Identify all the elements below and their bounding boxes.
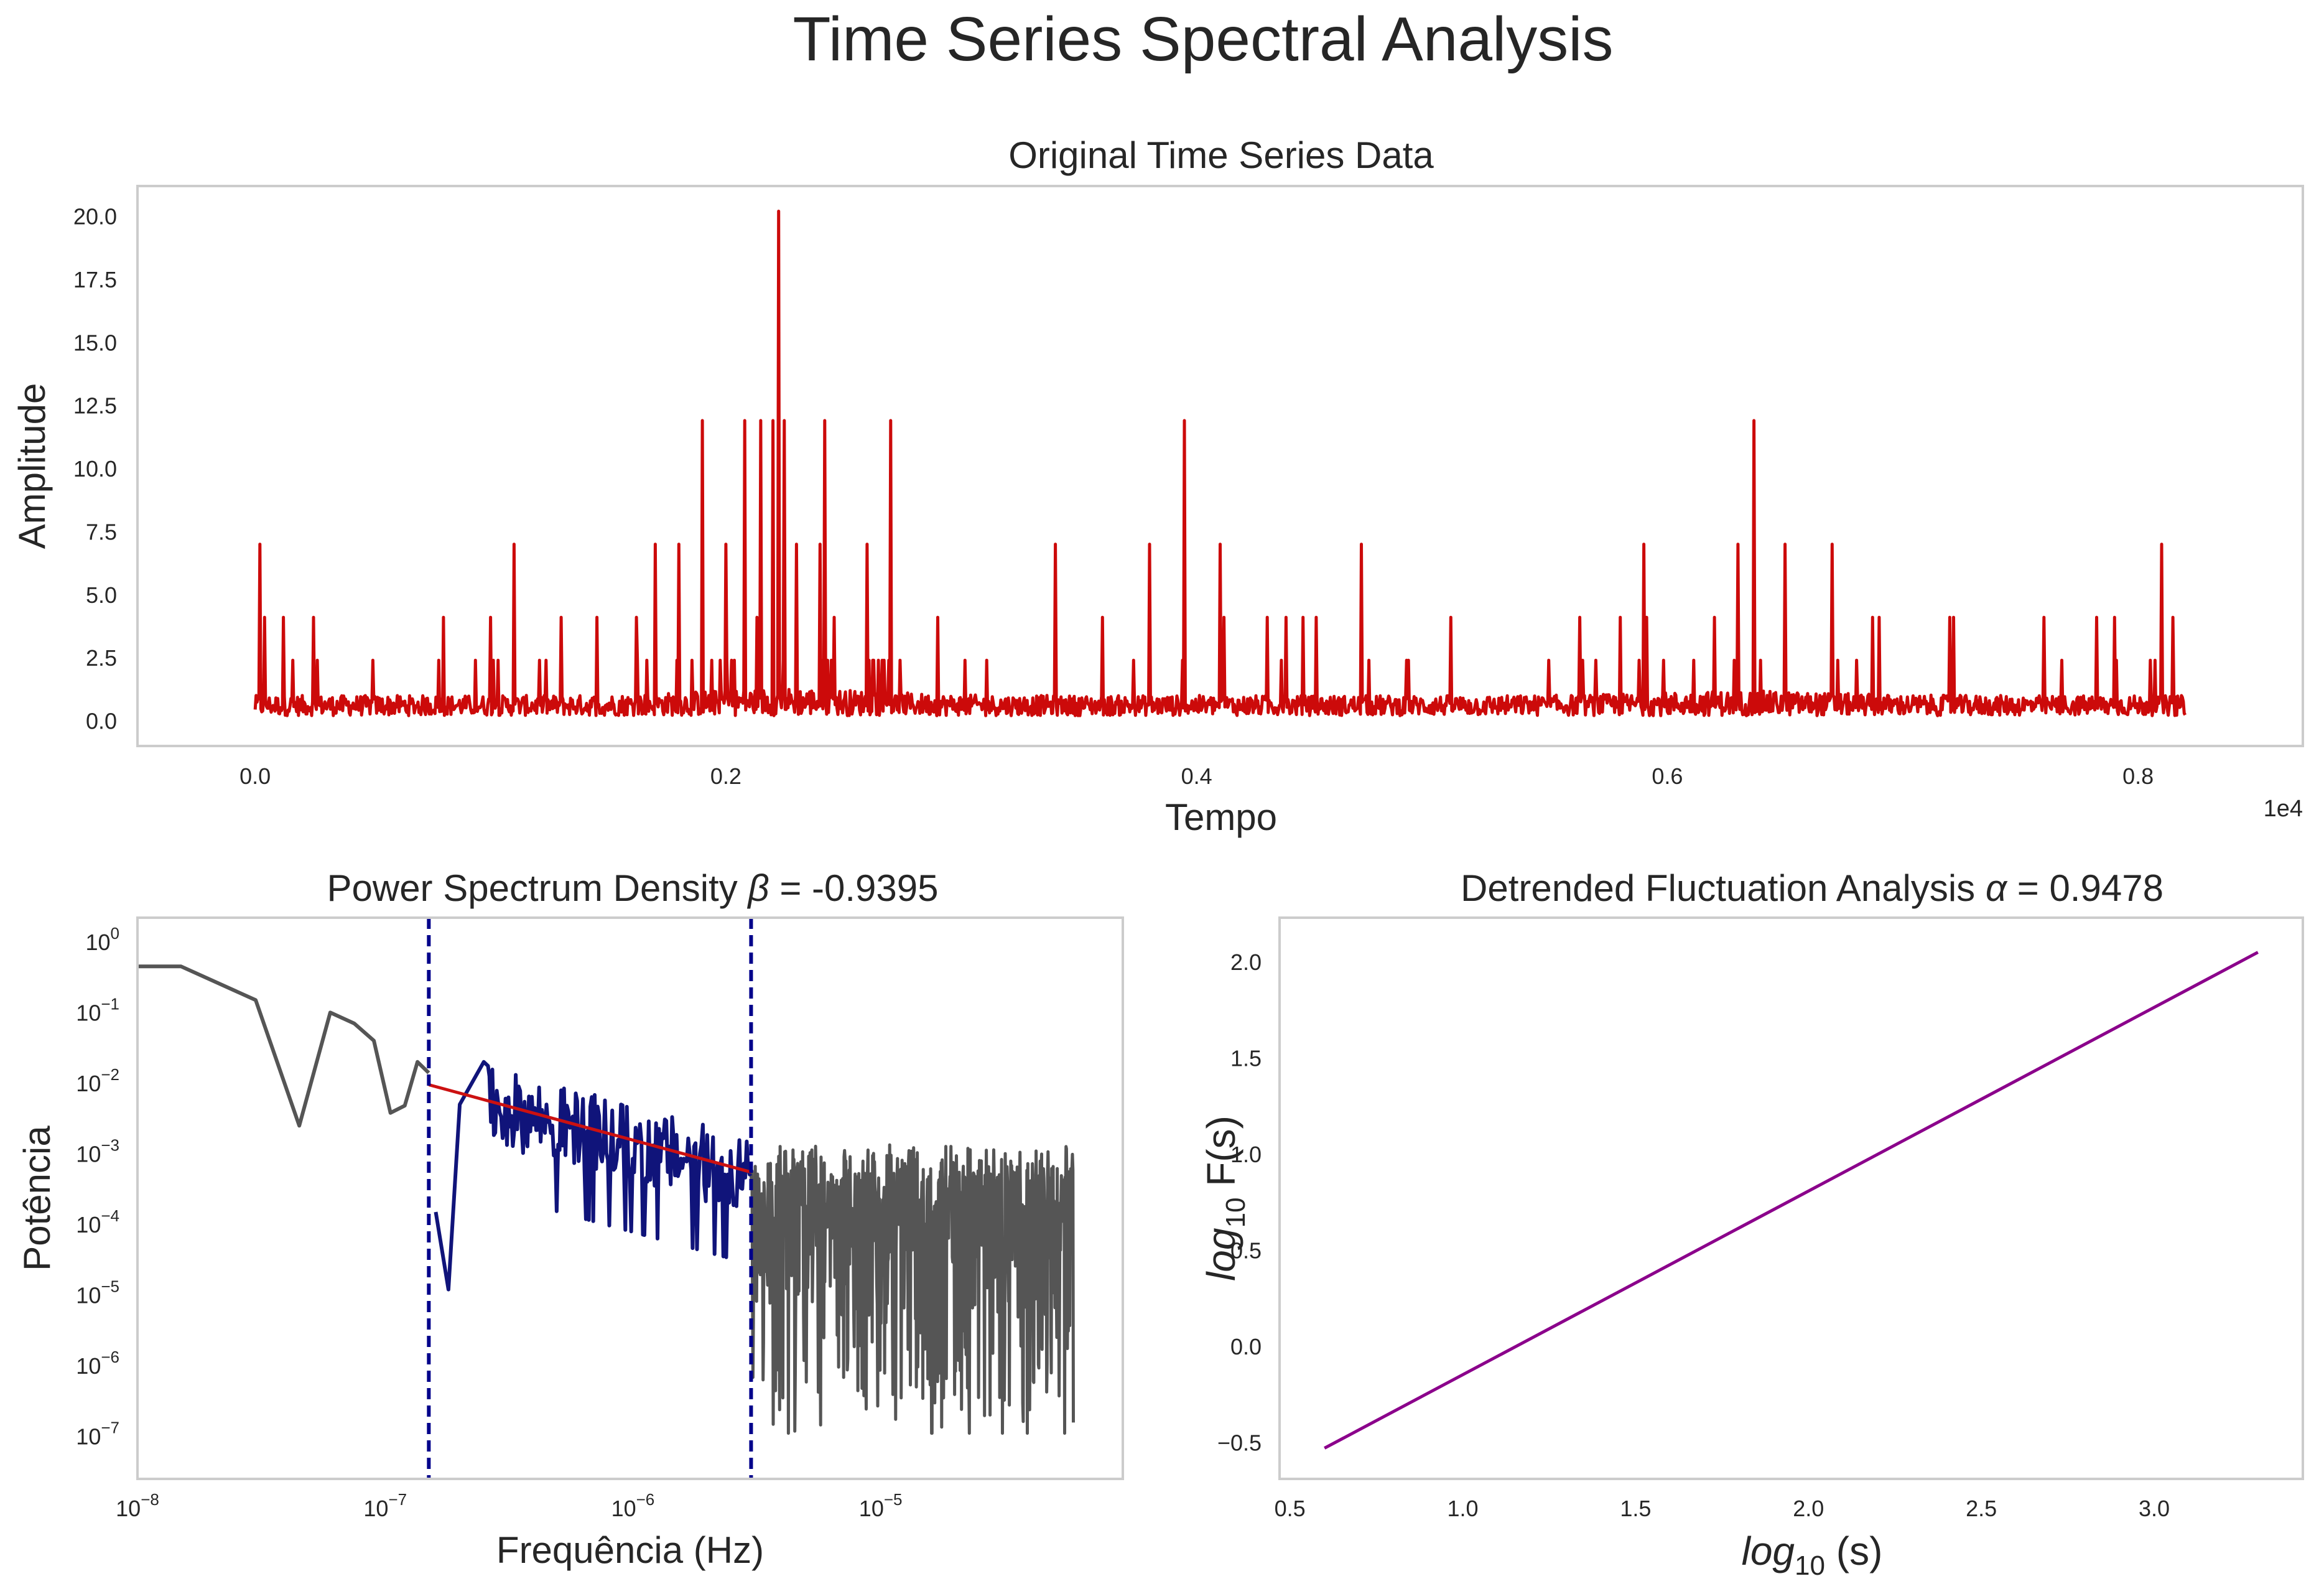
dfa-y-tick-label: 0.5 bbox=[1230, 1237, 1262, 1263]
dfa-x-label-sub: 10 bbox=[1795, 1550, 1825, 1581]
timeseries-line bbox=[253, 210, 2187, 717]
timeseries-y-tick-label: 20.0 bbox=[73, 204, 117, 230]
psd-y-tick-label: 10−5 bbox=[76, 1277, 119, 1308]
dfa-y-tick-label: 1.0 bbox=[1230, 1142, 1262, 1167]
psd-y-ticks: 10−7 10−6 10−5 10−4 10−3 10−2 10−1 100 bbox=[76, 924, 119, 1450]
dfa-y-tick-label: 0.0 bbox=[1230, 1334, 1262, 1359]
psd-x-tick-exponent: −7 bbox=[388, 1490, 407, 1509]
dfa-panel: Detrended Fluctuation Analysis α = 0.947… bbox=[1199, 867, 2304, 1581]
dfa-y-axis-label: log10 F(s) bbox=[1199, 1116, 1251, 1281]
psd-y-axis-label: Potência bbox=[16, 1126, 58, 1271]
psd-y-tick-exponent: 0 bbox=[111, 924, 119, 943]
dfa-title-prefix: Detrended Fluctuation Analysis bbox=[1461, 867, 1986, 909]
timeseries-y-tick-label: 5.0 bbox=[86, 582, 117, 608]
psd-y-tick-exponent: −6 bbox=[101, 1348, 119, 1366]
timeseries-y-tick-label: 2.5 bbox=[86, 645, 117, 671]
psd-x-tick-label: 10−5 bbox=[859, 1490, 903, 1521]
timeseries-x-tick-label: 0.8 bbox=[2122, 763, 2154, 789]
timeseries-y-tick-label: 0.0 bbox=[86, 708, 117, 734]
timeseries-x-tick-label: 0.6 bbox=[1652, 763, 1683, 789]
dfa-x-ticks: 0.5 1.0 1.5 2.0 2.5 3.0 bbox=[1275, 1496, 2170, 1521]
psd-y-tick-exponent: −2 bbox=[101, 1065, 119, 1084]
dfa-y-tick-label: 2.0 bbox=[1230, 949, 1262, 975]
timeseries-x-ticks: 0.0 0.2 0.4 0.6 0.8 bbox=[239, 763, 2154, 789]
timeseries-y-tick-label: 7.5 bbox=[86, 519, 117, 544]
psd-title-prefix: Power Spectrum Density bbox=[327, 867, 748, 909]
timeseries-y-tick-label: 15.0 bbox=[73, 330, 117, 355]
psd-y-tick-label: 100 bbox=[85, 924, 119, 955]
dfa-y-label-log: log bbox=[1199, 1228, 1243, 1281]
timeseries-plot-area bbox=[253, 210, 2187, 717]
timeseries-y-tick-label: 17.5 bbox=[73, 267, 117, 292]
timeseries-panel: Original Time Series Data 0.0 0.2 0.4 0.6 0.… bbox=[11, 134, 2304, 838]
psd-x-tick-label: 10−6 bbox=[611, 1490, 655, 1521]
psd-y-tick-label: 10−1 bbox=[76, 994, 119, 1025]
timeseries-x-tick-label: 0.2 bbox=[710, 763, 741, 789]
timeseries-frame bbox=[136, 185, 2304, 747]
psd-title: Power Spectrum Density β = -0.9395 bbox=[327, 867, 938, 909]
psd-title-suffix: = -0.9395 bbox=[769, 867, 939, 909]
timeseries-y-ticks: 0.0 2.5 5.0 7.5 10.0 12.5 15.0 17.5 20.0 bbox=[73, 204, 117, 734]
dfa-y-label-tail: F(s) bbox=[1199, 1116, 1243, 1198]
psd-frame bbox=[136, 916, 1124, 1480]
dfa-x-label-tail: (s) bbox=[1825, 1529, 1882, 1573]
psd-y-tick-label: 10−4 bbox=[76, 1206, 119, 1237]
timeseries-x-axis-label: Tempo bbox=[1165, 796, 1277, 838]
timeseries-y-tick-label: 10.0 bbox=[73, 456, 117, 482]
dfa-x-label-log: log bbox=[1742, 1529, 1795, 1573]
psd-x-tick-exponent: −8 bbox=[141, 1490, 159, 1509]
dfa-x-axis-label: log10 (s) bbox=[1742, 1529, 1883, 1581]
dfa-y-tick-label: 1.5 bbox=[1230, 1046, 1262, 1071]
dfa-title-symbol: α bbox=[1986, 867, 2008, 909]
psd-x-tick-exponent: −6 bbox=[636, 1490, 655, 1509]
timeseries-y-tick-label: 12.5 bbox=[73, 393, 117, 419]
psd-x-ticks: 10−8 10−7 10−6 10−5 bbox=[116, 1490, 902, 1521]
psd-x-axis-label: Frequência (Hz) bbox=[496, 1529, 764, 1571]
psd-y-tick-exponent: −3 bbox=[101, 1135, 119, 1154]
psd-fit-line bbox=[428, 1083, 752, 1174]
psd-y-tick-exponent: −1 bbox=[101, 994, 119, 1013]
psd-x-tick-exponent: −5 bbox=[884, 1490, 903, 1509]
dfa-title: Detrended Fluctuation Analysis α = 0.947… bbox=[1461, 867, 2164, 909]
psd-low-frequency-line bbox=[137, 964, 430, 1128]
psd-y-tick-exponent: −5 bbox=[101, 1277, 119, 1296]
dfa-x-tick-label: 3.0 bbox=[2139, 1496, 2170, 1521]
psd-x-tick-label: 10−7 bbox=[363, 1490, 407, 1521]
dfa-y-tick-label: −0.5 bbox=[1217, 1430, 1262, 1455]
psd-y-tick-label: 10−6 bbox=[76, 1348, 119, 1379]
timeseries-x-tick-label: 0.4 bbox=[1181, 763, 1212, 789]
dfa-x-tick-label: 1.5 bbox=[1620, 1496, 1651, 1521]
dfa-x-tick-label: 1.0 bbox=[1448, 1496, 1479, 1521]
psd-y-tick-label: 10−2 bbox=[76, 1065, 119, 1096]
dfa-y-label-sub: 10 bbox=[1220, 1198, 1251, 1228]
psd-y-tick-exponent: −4 bbox=[101, 1206, 119, 1225]
figure-title: Time Series Spectral Analysis bbox=[793, 4, 1614, 74]
dfa-line bbox=[1324, 951, 2259, 1450]
timeseries-x-offset: 1e4 bbox=[2264, 796, 2303, 822]
dfa-x-tick-label: 0.5 bbox=[1275, 1496, 1306, 1521]
dfa-y-ticks: −0.5 0.0 0.5 1.0 1.5 2.0 bbox=[1217, 949, 1262, 1455]
psd-plot-area bbox=[137, 918, 1075, 1479]
dfa-frame bbox=[1278, 916, 2304, 1480]
dfa-x-tick-label: 2.5 bbox=[1966, 1496, 1997, 1521]
psd-panel: Power Spectrum Density β = -0.9395 10−8 1… bbox=[16, 867, 1124, 1571]
dfa-title-suffix: = 0.9478 bbox=[2007, 867, 2164, 909]
psd-x-tick-label: 10−8 bbox=[116, 1490, 159, 1521]
psd-y-tick-label: 10−7 bbox=[76, 1419, 119, 1450]
psd-high-frequency-line bbox=[749, 1143, 1075, 1435]
timeseries-y-axis-label: Amplitude bbox=[11, 383, 53, 549]
timeseries-title: Original Time Series Data bbox=[1008, 134, 1434, 176]
dfa-x-tick-label: 2.0 bbox=[1793, 1496, 1824, 1521]
psd-title-symbol: β bbox=[746, 867, 769, 909]
dfa-plot-area bbox=[1324, 951, 2259, 1450]
timeseries-x-tick-label: 0.0 bbox=[239, 763, 271, 789]
psd-y-tick-label: 10−3 bbox=[76, 1135, 119, 1167]
psd-fit-range-line bbox=[434, 1060, 753, 1292]
psd-y-tick-exponent: −7 bbox=[101, 1419, 119, 1437]
